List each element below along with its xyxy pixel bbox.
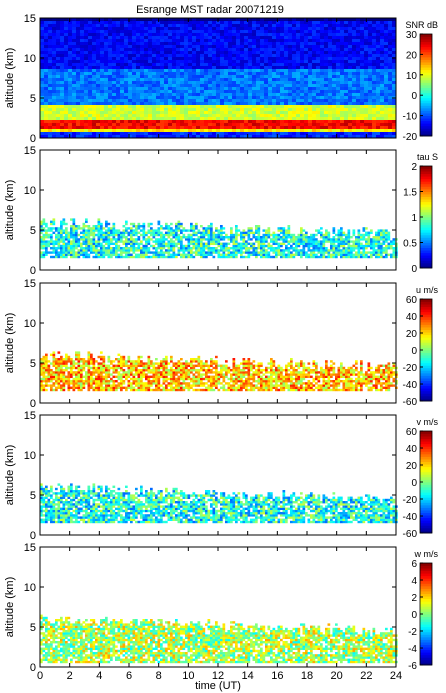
colorbar-tick-label: 0: [411, 478, 417, 489]
y-axis-label: altitude (km): [4, 445, 16, 506]
x-tick-label: 10: [182, 670, 194, 682]
colorbar-tick-label: 60: [406, 427, 418, 438]
colorbar-tick-label: -20: [403, 363, 418, 374]
x-tick-label: 24: [390, 670, 402, 682]
colorbar-tick-label: 0: [411, 346, 417, 357]
panel-3: 0 5 10 15 altitude (km) -60 -40 -20 0 20 40 60u m/s: [4, 278, 438, 410]
heatmap-image: [40, 218, 398, 259]
y-tick-label: 0: [30, 398, 36, 410]
x-tick-label: 16: [271, 670, 283, 682]
y-tick-label: 10: [24, 450, 36, 462]
x-tick-label: 0: [37, 670, 43, 682]
colorbar-label: w m/s: [414, 549, 439, 559]
colorbar-tick-label: -60: [403, 529, 418, 540]
panel-4: 0 5 10 15 altitude (km) -60 -40 -20 0 20 40 60v m/s: [4, 410, 438, 542]
x-tick-label: 4: [96, 670, 102, 682]
colorbar-tick-label: 0.5: [403, 239, 417, 250]
y-tick-label: 10: [24, 318, 36, 330]
y-tick-label: 0: [30, 530, 36, 542]
colorbar-tick-label: 6: [411, 559, 417, 570]
x-tick-label: 14: [242, 670, 254, 682]
y-axis-label: altitude (km): [4, 180, 16, 241]
x-tick-label: 8: [156, 670, 162, 682]
colorbar: -60 -40 -20 0 20 40 60v m/s: [403, 417, 439, 540]
colorbar-tick-label: 30: [406, 30, 418, 41]
x-tick-label: 6: [126, 670, 132, 682]
y-axis-label: altitude (km): [4, 48, 16, 109]
y-axis-label: altitude (km): [4, 577, 16, 638]
y-tick-label: 0: [30, 265, 36, 277]
y-tick-label: 15: [24, 13, 36, 25]
y-tick-label: 5: [30, 93, 36, 105]
y-tick-label: 10: [24, 185, 36, 197]
y-tick-label: 5: [30, 490, 36, 502]
colorbar-label: u m/s: [416, 285, 439, 295]
y-tick-label: 10: [24, 53, 36, 65]
colorbar-tick-label: -6: [408, 661, 417, 672]
colorbar-tick-label: 20: [406, 50, 418, 61]
colorbar-tick-label: 40: [406, 444, 418, 455]
colorbar-tick-label: 1: [411, 213, 417, 224]
colorbar-tick-label: -20: [403, 132, 418, 143]
colorbar-tick-label: 60: [406, 295, 418, 306]
y-tick-label: 0: [30, 133, 36, 145]
y-tick-label: 15: [24, 278, 36, 290]
y-tick-label: 0: [30, 662, 36, 674]
heatmap-image: [40, 18, 397, 139]
figure-title: Esrange MST radar 20071219: [136, 4, 284, 16]
x-tick-label: 20: [331, 670, 343, 682]
colorbar-tick-label: -40: [403, 380, 418, 391]
colorbar-tick-label: 40: [406, 312, 418, 323]
colorbar-tick-label: -10: [403, 112, 418, 123]
x-tick-label: 2: [67, 670, 73, 682]
x-tick-label: 22: [360, 670, 372, 682]
x-tick-label: 12: [212, 670, 224, 682]
colorbar-tick-label: -60: [403, 397, 418, 408]
y-axis-label: altitude (km): [4, 313, 16, 374]
colorbar-tick-label: 0: [411, 264, 417, 275]
colorbar-tick-label: 2: [411, 162, 417, 173]
colorbar-tick-label: -2: [408, 627, 417, 638]
colorbar-tick-label: 20: [406, 329, 418, 340]
colorbar-tick-label: 2: [411, 593, 417, 604]
colorbar-tick-label: 0: [411, 610, 417, 621]
colorbar-tick-label: -40: [403, 512, 418, 523]
heatmap-image: [40, 614, 398, 664]
colorbar-label: SNR dB: [405, 20, 438, 30]
heatmap-image: [40, 483, 398, 524]
colorbar: -6 -4 -2 0 2 4 6w m/s: [408, 549, 438, 672]
colorbar: -60 -40 -20 0 20 40 60u m/s: [403, 285, 439, 408]
heatmap-image: [40, 351, 398, 392]
y-tick-label: 15: [24, 145, 36, 157]
colorbar-label: v m/s: [417, 417, 439, 427]
y-tick-label: 5: [30, 358, 36, 370]
colorbar-tick-label: 4: [411, 576, 417, 587]
colorbar-tick-label: 1.5: [403, 188, 417, 199]
colorbar-tick-label: 10: [406, 71, 418, 82]
y-tick-label: 5: [30, 225, 36, 237]
colorbar-tick-label: -20: [403, 495, 418, 506]
y-tick-label: 10: [24, 582, 36, 594]
colorbar-label: tau S: [417, 152, 438, 162]
x-axis-label: time (UT): [195, 680, 241, 692]
y-tick-label: 15: [24, 410, 36, 422]
colorbar-tick-label: 0: [411, 91, 417, 102]
y-tick-label: 5: [30, 622, 36, 634]
x-tick-label: 18: [301, 670, 313, 682]
colorbar-tick-label: 20: [406, 461, 418, 472]
y-tick-label: 15: [24, 542, 36, 554]
colorbar-tick-label: -4: [408, 644, 417, 655]
